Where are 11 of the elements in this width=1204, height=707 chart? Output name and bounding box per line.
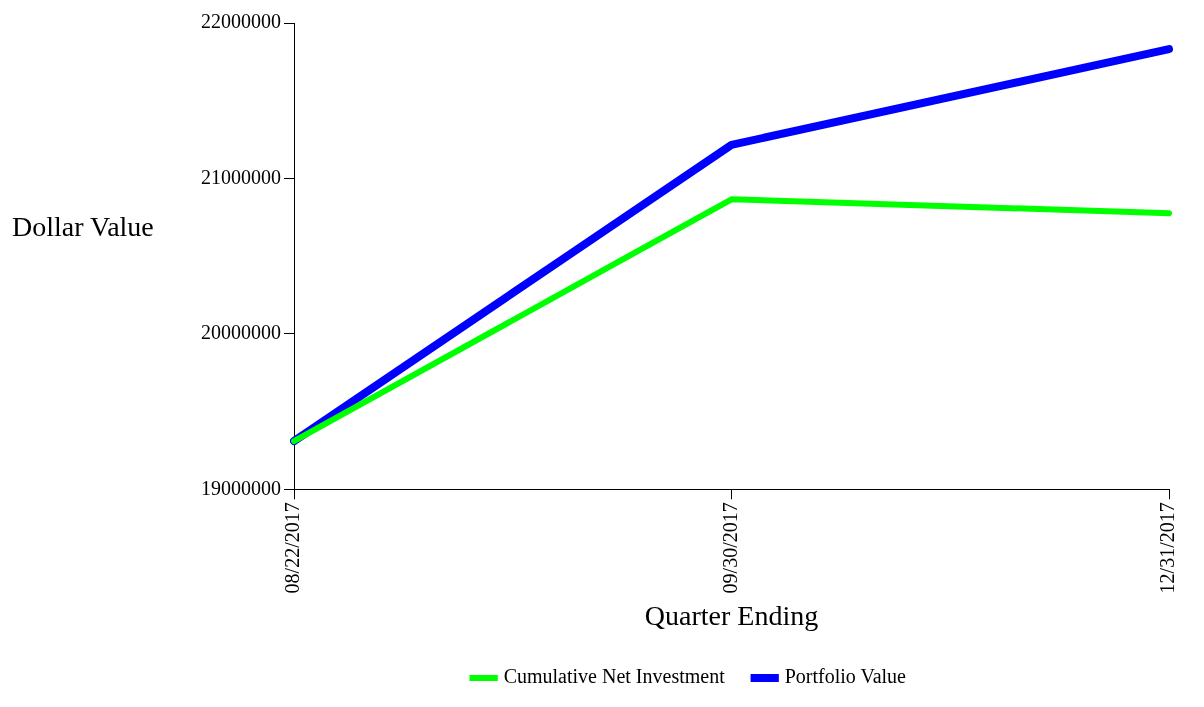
y-tick-label: 20000000 bbox=[201, 321, 281, 344]
y-tick-label: 19000000 bbox=[201, 476, 281, 499]
legend-label: Portfolio Value bbox=[784, 665, 907, 688]
x-tick-label: 12/31/2017 bbox=[1156, 502, 1179, 594]
x-tick-label: 08/22/2017 bbox=[281, 502, 304, 594]
x-axis-title: Quarter Ending bbox=[644, 599, 819, 631]
x-tick-label: 09/30/2017 bbox=[718, 502, 741, 594]
y-tick-label: 22000000 bbox=[201, 10, 281, 33]
legend-label: Cumulative Net Investment bbox=[503, 665, 726, 688]
y-tick-label: 21000000 bbox=[201, 165, 281, 188]
y-axis-title: Dollar Value bbox=[12, 210, 154, 242]
